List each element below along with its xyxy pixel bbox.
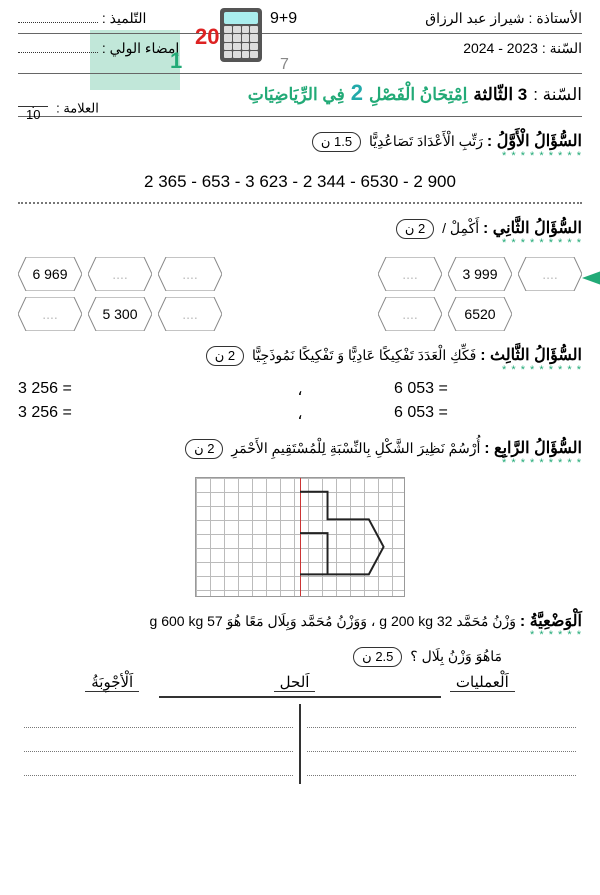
level-value: 3 الثّالثة: [473, 85, 527, 105]
green-arrow-icon: [582, 270, 600, 286]
teacher-label: الأستاذة :: [529, 10, 582, 26]
hex-cell: ....: [18, 297, 82, 331]
answer-line: [24, 712, 293, 728]
q3-label: السُّؤَالُ الثَّالِث :: [480, 345, 582, 365]
teacher-name: شيراز عبد الرزاق: [425, 10, 524, 26]
q4-label: السُّؤَالُ الرَّابِع :: [484, 438, 582, 458]
subject-word: فِي الرِّيَاضِيَاتِ: [248, 85, 345, 105]
solution-header: اَلْعمليات اَلحل اَلْأجْوِبَةُ: [18, 673, 582, 692]
q2-stars: * * * * * * * * *: [18, 237, 582, 249]
hex-cell: 6 969: [18, 257, 82, 291]
deco-1: 1: [170, 48, 182, 74]
level-label: السّنة :: [533, 85, 582, 105]
deco-20: 20: [195, 24, 219, 50]
calc-text: 9+9: [270, 10, 297, 28]
q4-stars: * * * * * * * * *: [18, 457, 582, 469]
q5-question: مَاهُوَ وَزْنُ بِلَال ؟: [410, 648, 502, 664]
q2-right-group: .... 3 999 .... .... 6520: [378, 257, 582, 331]
calculator-icon: [220, 8, 262, 62]
q5-label: اَلْوَضْعِيَّةُ :: [520, 611, 582, 631]
q1-points: 1.5 ن: [312, 132, 361, 152]
symmetry-grid: [195, 477, 405, 597]
q1-numbers: 2 365 - 653 - 3 623 - 2 344 - 6530 - 2 9…: [18, 172, 582, 192]
hex-cell: 6520: [448, 297, 512, 331]
student-field: التّلميذ :: [18, 10, 146, 27]
student-label: التّلميذ :: [102, 10, 146, 26]
hex-cell: ....: [88, 257, 152, 291]
q4-points: 2 ن: [185, 439, 223, 459]
hex-cell: ....: [158, 257, 222, 291]
q4-text: أُرْسُمْ نَظِيرَ الشَّكْلِ بِالنِّسْبَةِ…: [231, 440, 480, 456]
answer-line: [307, 760, 576, 776]
hex-cell: ....: [378, 257, 442, 291]
guardian-label: إمضاء الولي :: [102, 40, 179, 56]
year-value: 2023 - 2024: [463, 40, 538, 56]
answer-line: [307, 712, 576, 728]
hex-cell: 5 300: [88, 297, 152, 331]
exam-word: اِمْتِحَانُ الْفَصْلِ: [369, 85, 467, 105]
deco-7: 7: [280, 56, 289, 74]
col-ops: اَلْعمليات: [450, 673, 515, 692]
q5-text: وَزْنُ مُحَمَّد g 200 kg 32 ، وَوَزْنُ م…: [150, 613, 517, 629]
year-field: السّنة : 2023 - 2024: [463, 40, 582, 57]
solution-grid: [18, 704, 582, 784]
answer-line: [24, 760, 293, 776]
hex-cell: ....: [158, 297, 222, 331]
q3-stars: * * * * * * * * *: [18, 364, 582, 376]
col-ans: اَلْأجْوِبَةُ: [85, 673, 139, 692]
mark-box: العلامة : . 10: [18, 96, 99, 122]
guardian-blank: [18, 41, 98, 53]
mark-label: العلامة :: [56, 100, 99, 115]
exam-number: 2: [351, 80, 363, 106]
q3-row1: 3 256 = ، 6 053 =: [18, 380, 582, 400]
answer-line: [24, 736, 293, 752]
col-sol: اَلحل: [274, 673, 316, 692]
q2-points: 2 ن: [396, 219, 434, 239]
hex-cell: ....: [518, 257, 582, 291]
q1-stars: * * * * * * * * *: [18, 150, 582, 162]
q1-label: السُّؤَالُ الْأَوَّلُ :: [487, 131, 582, 151]
hex-cell: 3 999: [448, 257, 512, 291]
q2-left-group: 6 969 .... .... .... 5 300 ....: [18, 257, 222, 331]
q2-text: أَكْمِلْ /: [442, 220, 479, 236]
guardian-field: إمضاء الولي :: [18, 40, 179, 57]
mark-denom: 10: [18, 106, 48, 122]
q5-stars: * * * * * *: [18, 629, 582, 641]
q4-shape: [196, 478, 404, 596]
teacher-field: الأستاذة : شيراز عبد الرزاق: [425, 10, 582, 27]
q3-text: فَكِّكِ الْعَدَدَ تَفْكِيكًا عَادِيًّا و…: [252, 347, 476, 363]
student-blank: [18, 11, 98, 23]
q5-points: 2.5 ن: [353, 647, 402, 667]
q3-row2: 3 256 = ، 6 053 =: [18, 404, 582, 424]
answer-dotline: [18, 202, 582, 204]
hex-cell: ....: [378, 297, 442, 331]
q1-text: رَتِّبِ الْأَعْدَادَ تَصَاعُدِيًّا: [369, 133, 483, 149]
q3-points: 2 ن: [206, 346, 244, 366]
year-label: السّنة :: [542, 40, 582, 56]
q2-label: السُّؤَالُ الثَّانِي :: [483, 218, 582, 238]
answer-line: [307, 736, 576, 752]
